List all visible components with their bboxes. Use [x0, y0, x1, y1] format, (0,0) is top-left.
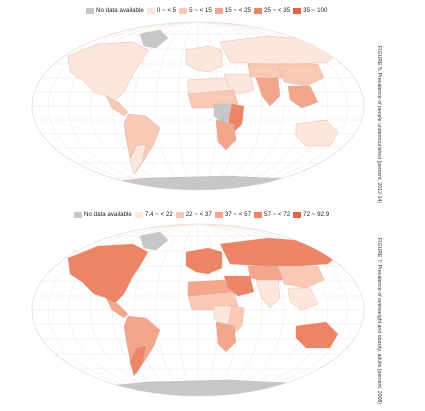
legend-label: 15 ~ < 25	[224, 7, 251, 14]
southeast-asia	[287, 85, 319, 109]
legend-swatch	[86, 7, 94, 14]
middle-east	[223, 275, 255, 297]
legend-label: 7.4 ~ < 22	[144, 211, 173, 218]
legend-label: 37 ~ < 57	[224, 211, 252, 218]
europe	[185, 247, 223, 275]
legend-item-bin5: 35 ~ 100	[293, 7, 327, 14]
china	[277, 265, 325, 289]
australia	[295, 119, 339, 147]
legend-swatch	[146, 7, 155, 14]
central-america	[105, 95, 129, 117]
central-america	[105, 297, 129, 319]
legend-item-bin1: 7.4 ~ < 22	[134, 211, 173, 218]
legend-item-no-data: No data available	[86, 7, 144, 14]
southern-africa	[215, 119, 237, 151]
europe	[185, 45, 223, 73]
figure5-legend: No data available 0 ~ < 5 5 ~ < 15 15 ~ …	[86, 7, 327, 14]
legend-swatch	[134, 211, 143, 218]
legend-item-bin4: 25 ~ < 35	[253, 7, 291, 14]
legend-item-no-data: No data available	[74, 211, 132, 218]
legend-swatch	[293, 7, 302, 14]
legend-swatch	[175, 211, 184, 218]
legend-item-bin5: 72 ~ 92.9	[293, 211, 329, 218]
undernourishment-world-map	[31, 21, 365, 191]
figure5-caption: FIGURE 5: Prevalence of people undernour…	[376, 46, 382, 204]
north-america	[67, 41, 149, 103]
legend-swatch	[214, 7, 223, 14]
legend-swatch	[179, 7, 188, 14]
legend-swatch	[253, 7, 262, 14]
legend-label: 72 ~ 92.9	[303, 211, 330, 218]
legend-label: No data available	[84, 211, 132, 218]
south-america-south	[129, 345, 147, 377]
legend-label: 25 ~ < 35	[263, 7, 291, 14]
legend-label: 35 ~ 100	[303, 7, 328, 14]
russia	[219, 237, 343, 267]
legend-label: 22 ~ < 37	[185, 211, 212, 218]
legend-item-bin1: 0 ~ < 5	[146, 7, 177, 14]
overweight-obesity-world-map	[31, 223, 365, 397]
legend-swatch	[293, 211, 302, 218]
southeast-asia	[287, 287, 319, 311]
south-asia	[255, 279, 281, 309]
legend-swatch	[74, 211, 82, 218]
china	[277, 63, 325, 87]
north-america	[67, 243, 149, 305]
figure7-legend: No data available 7.4 ~ < 22 22 ~ < 37 3…	[74, 211, 329, 218]
middle-east	[223, 73, 255, 95]
legend-item-bin3: 15 ~ < 25	[214, 7, 251, 14]
australia	[295, 321, 339, 349]
greenland	[139, 29, 169, 49]
legend-item-bin3: 37 ~ < 57	[214, 211, 252, 218]
legend-label: 57 ~ < 72	[264, 211, 291, 218]
southern-africa	[215, 321, 237, 353]
legend-label: No data available	[96, 7, 144, 14]
figure7-caption: FIGURE 7: Prevalence of overweight and o…	[376, 238, 382, 404]
greenland	[139, 231, 169, 251]
legend-swatch	[214, 211, 223, 218]
legend-label: 5 ~ < 15	[189, 7, 212, 14]
south-asia	[255, 77, 281, 107]
russia	[219, 35, 343, 65]
south-america-south	[129, 143, 147, 175]
legend-label: 0 ~ < 5	[156, 7, 177, 14]
legend-item-bin2: 22 ~ < 37	[175, 211, 212, 218]
legend-item-bin2: 5 ~ < 15	[179, 7, 212, 14]
legend-item-bin4: 57 ~ < 72	[254, 211, 290, 218]
legend-swatch	[254, 211, 263, 218]
